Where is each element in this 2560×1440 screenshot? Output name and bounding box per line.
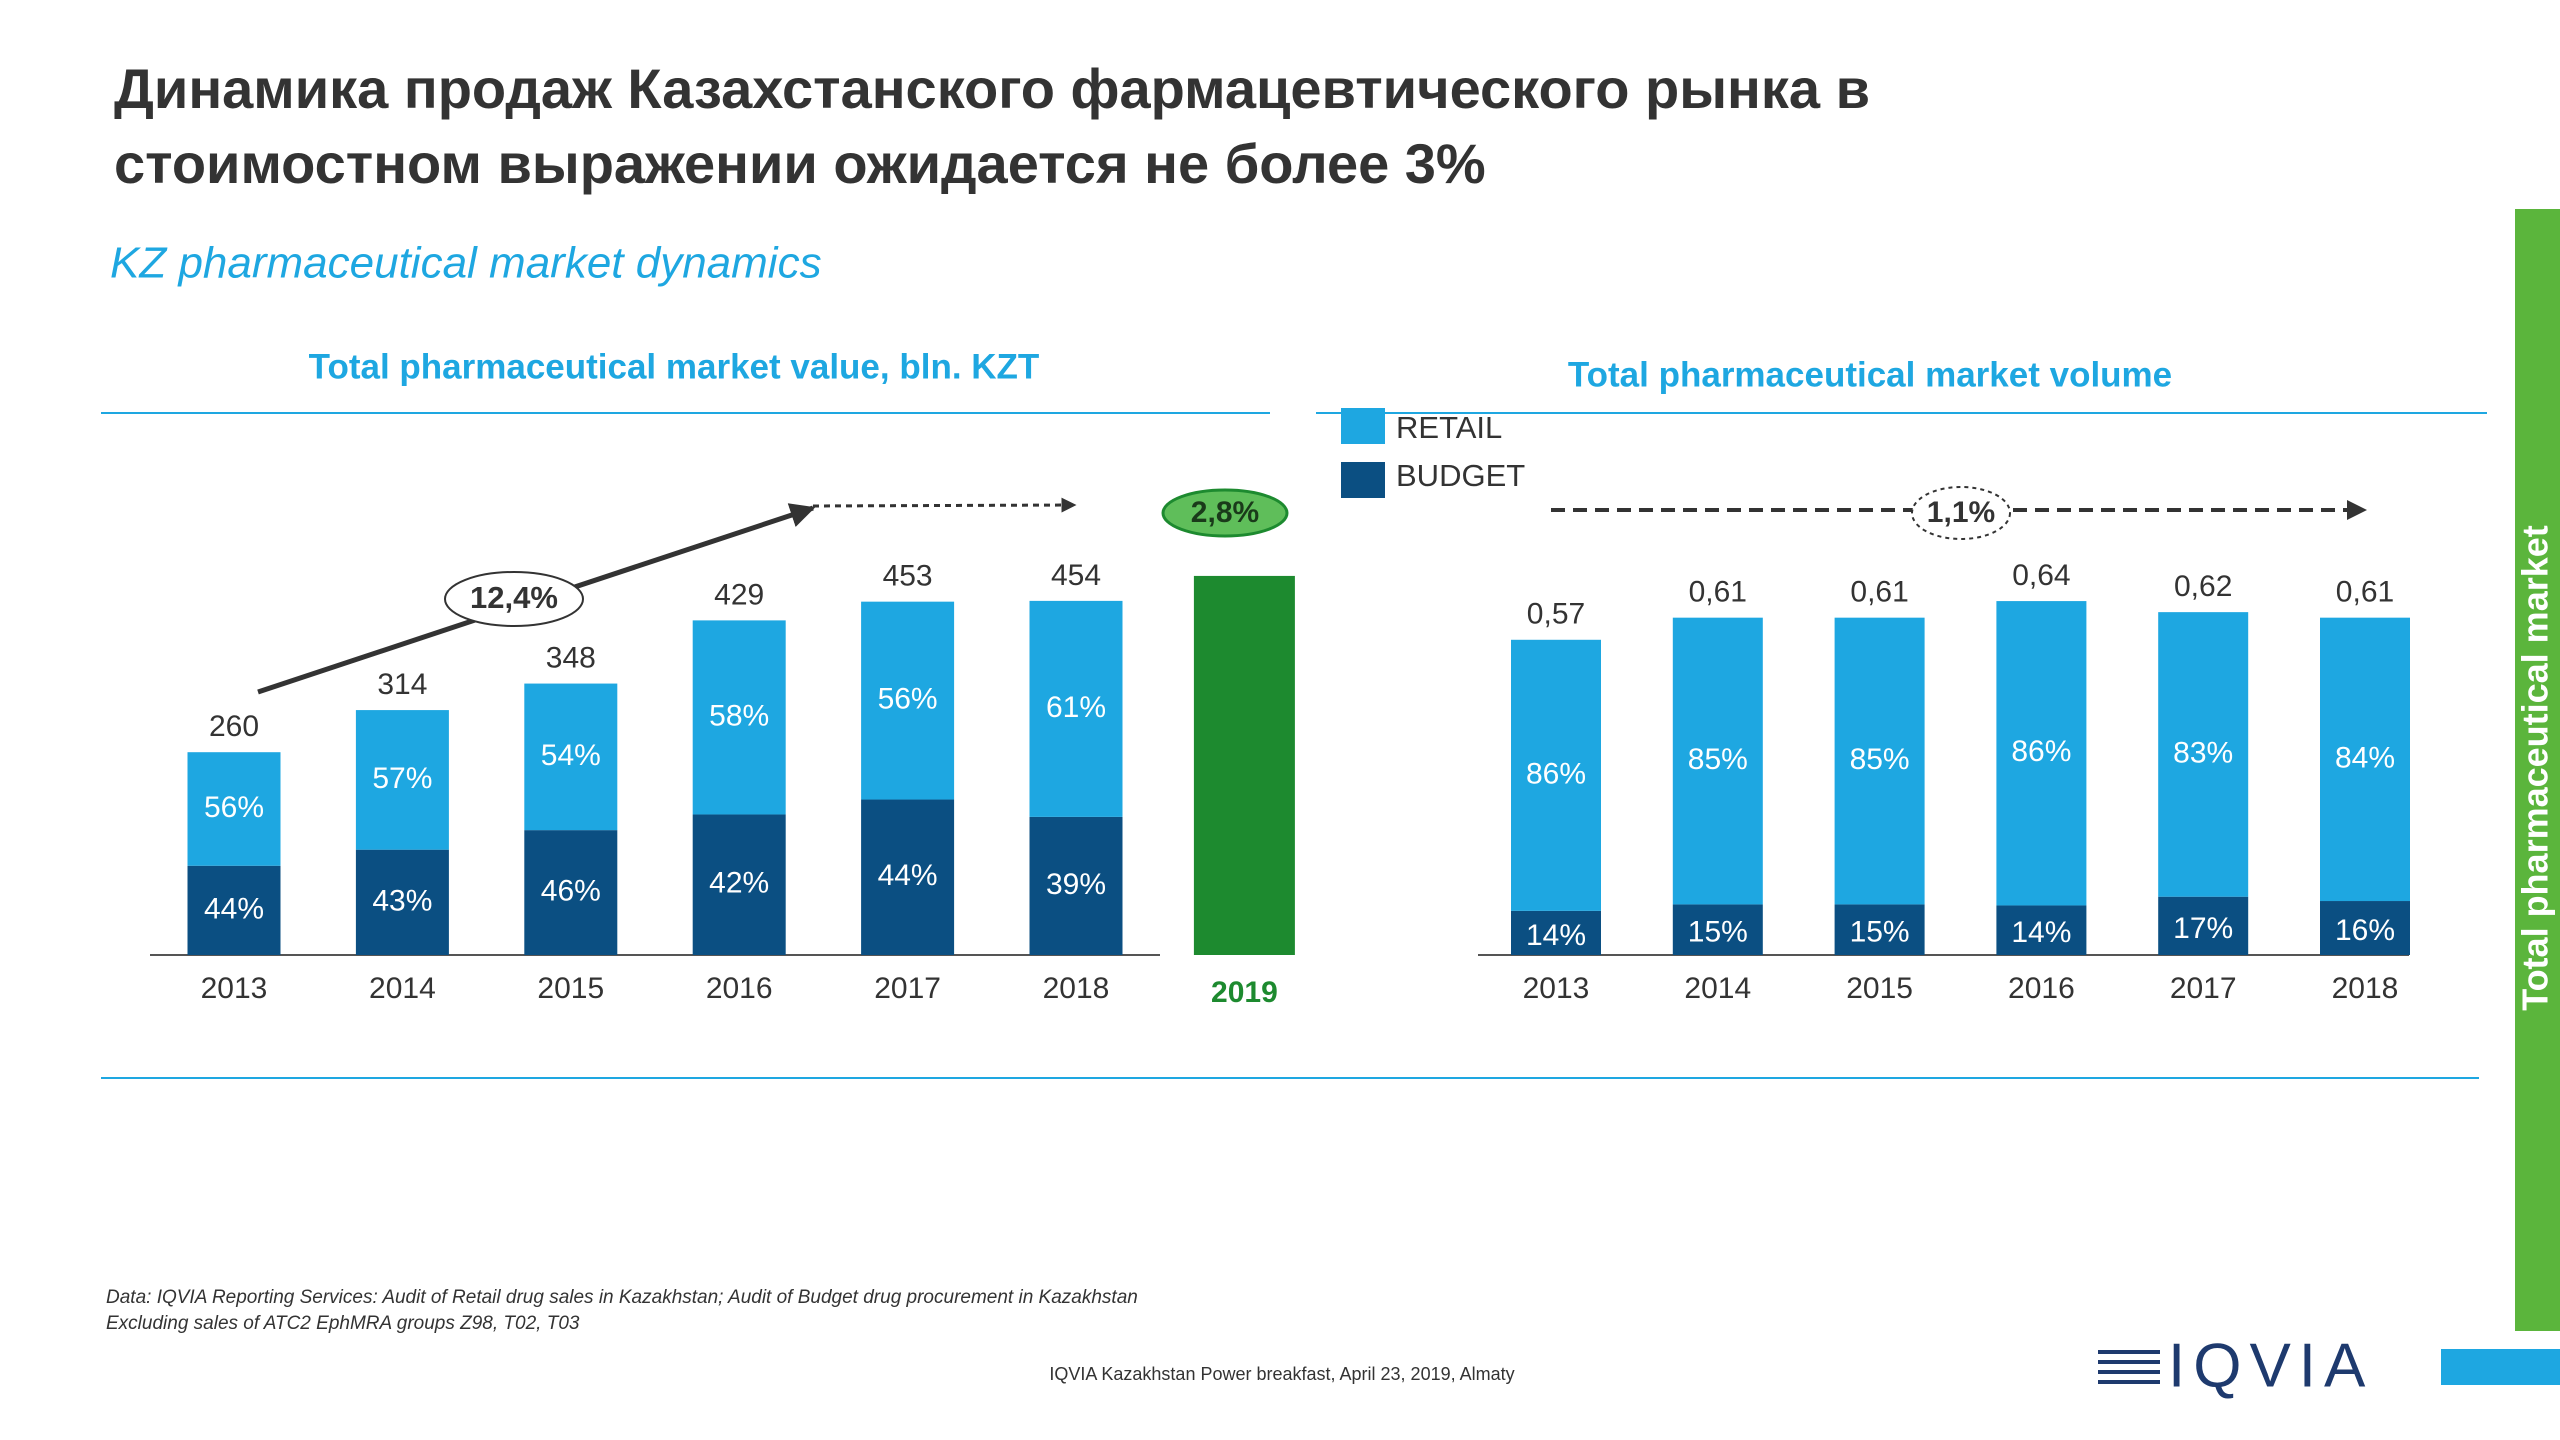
total-label: 0,61 xyxy=(2336,576,2394,609)
data-label: 42% xyxy=(709,867,769,900)
footer: IQVIA Kazakhstan Power breakfast, April … xyxy=(1049,1364,1514,1384)
x-tick-label: 2018 xyxy=(1043,972,1110,1005)
bar-segment xyxy=(2320,901,2410,955)
bar-segment xyxy=(2158,896,2249,955)
footnote: Excluding sales of ATC2 EphMRA groups Z9… xyxy=(106,1313,580,1334)
x-tick-label: 2013 xyxy=(201,972,268,1005)
total-label: 0,62 xyxy=(2174,570,2232,603)
data-label: 57% xyxy=(372,762,432,795)
trend-arrow xyxy=(812,497,1077,513)
x-tick-label: 2017 xyxy=(2170,972,2237,1005)
bar-segment xyxy=(1996,601,2087,906)
bar-segment xyxy=(187,865,281,955)
bar-segment xyxy=(355,710,449,850)
forecast-bar xyxy=(1193,575,1295,955)
bar-segment xyxy=(524,830,618,955)
total-label: 0,61 xyxy=(1850,576,1908,609)
data-label: 85% xyxy=(1688,743,1748,776)
x-tick-label: 2017 xyxy=(874,972,941,1005)
annotation: 12,4% xyxy=(470,580,558,615)
data-label: 43% xyxy=(372,884,432,917)
total-label: 454 xyxy=(1051,559,1101,592)
bar-segment xyxy=(692,620,786,815)
data-label: 86% xyxy=(1526,757,1586,790)
data-label: 86% xyxy=(2011,735,2071,768)
legend-label: BUDGET xyxy=(1396,458,1525,493)
data-label: 84% xyxy=(2335,741,2395,774)
total-label: 429 xyxy=(714,578,764,611)
bar-segment xyxy=(1834,617,1925,905)
data-label: 15% xyxy=(1688,916,1748,949)
data-label: 46% xyxy=(541,874,601,907)
data-label: 56% xyxy=(878,683,938,716)
x-tick-label: 2013 xyxy=(1523,972,1590,1005)
annotation: 1,1% xyxy=(1927,496,1995,529)
x-tick-label: 2019 xyxy=(1211,976,1278,1009)
legend-swatch xyxy=(1341,408,1385,444)
annotation-bubble xyxy=(444,571,584,627)
data-label: 83% xyxy=(2173,736,2233,769)
bar-segment xyxy=(1029,600,1123,817)
x-tick-label: 2015 xyxy=(1846,972,1913,1005)
logo-text: IQVIA xyxy=(2168,1331,2373,1400)
bar-segment xyxy=(692,814,786,955)
total-label: 348 xyxy=(546,641,596,674)
x-tick-label: 2014 xyxy=(369,972,436,1005)
bar-segment xyxy=(1672,617,1763,905)
subtitle: KZ pharmaceutical market dynamics xyxy=(110,239,822,288)
x-tick-label: 2016 xyxy=(2008,972,2075,1005)
bar-segment xyxy=(1672,904,1763,955)
data-label: 44% xyxy=(878,859,938,892)
bar-segment xyxy=(1029,816,1123,955)
bar-segment xyxy=(861,799,955,955)
data-label: 44% xyxy=(204,892,264,925)
x-tick-label: 2014 xyxy=(1684,972,1751,1005)
bar-segment xyxy=(1511,910,1601,955)
data-label: 14% xyxy=(1526,919,1586,952)
total-label: 260 xyxy=(209,710,259,743)
footnote: Data: IQVIA Reporting Services: Audit of… xyxy=(106,1287,1138,1308)
total-label: 0,57 xyxy=(1527,598,1585,631)
x-tick-label: 2018 xyxy=(2332,972,2399,1005)
bar-segment xyxy=(187,752,281,866)
legend-label: RETAIL xyxy=(1396,410,1502,445)
data-label: 15% xyxy=(1850,916,1910,949)
bar-segment xyxy=(2320,617,2410,902)
total-label: 453 xyxy=(883,560,933,593)
annotation-bubble xyxy=(1911,486,2011,540)
data-label: 39% xyxy=(1046,868,1106,901)
bar-segment xyxy=(524,683,618,831)
data-label: 61% xyxy=(1046,691,1106,724)
total-label: 0,64 xyxy=(2012,559,2070,592)
annotation: 2,8% xyxy=(1191,496,1259,529)
bar-segment xyxy=(1511,639,1601,911)
data-label: 58% xyxy=(709,699,769,732)
chart-title: Total pharmaceutical market volume xyxy=(1568,355,2172,394)
data-label: 16% xyxy=(2335,914,2395,947)
side-label: Total pharmaceutical market xyxy=(2515,525,2556,1011)
chart-title: Total pharmaceutical market value, bln. … xyxy=(309,347,1040,386)
data-label: 14% xyxy=(2011,916,2071,949)
title: стоимостном выражении ожидается не более… xyxy=(114,132,1486,195)
bar-segment xyxy=(1996,905,2087,955)
bar-segment xyxy=(2158,612,2249,897)
bar-segment xyxy=(1834,904,1925,955)
data-label: 56% xyxy=(204,791,264,824)
annotation-bubble xyxy=(1161,488,1289,538)
side-bar xyxy=(2515,209,2560,1331)
legend-swatch xyxy=(1341,462,1385,498)
total-label: 0,61 xyxy=(1689,576,1747,609)
logo: IQVIA xyxy=(2098,1331,2373,1400)
title: Динамика продаж Казахстанского фармацевт… xyxy=(114,57,1870,120)
data-label: 54% xyxy=(541,739,601,772)
x-tick-label: 2015 xyxy=(537,972,604,1005)
data-label: 17% xyxy=(2173,912,2233,945)
x-tick-label: 2016 xyxy=(706,972,773,1005)
data-label: 85% xyxy=(1850,743,1910,776)
bar-segment xyxy=(861,601,955,800)
accent-bar xyxy=(2441,1349,2560,1385)
total-label: 314 xyxy=(377,668,427,701)
bar-segment xyxy=(355,849,449,955)
